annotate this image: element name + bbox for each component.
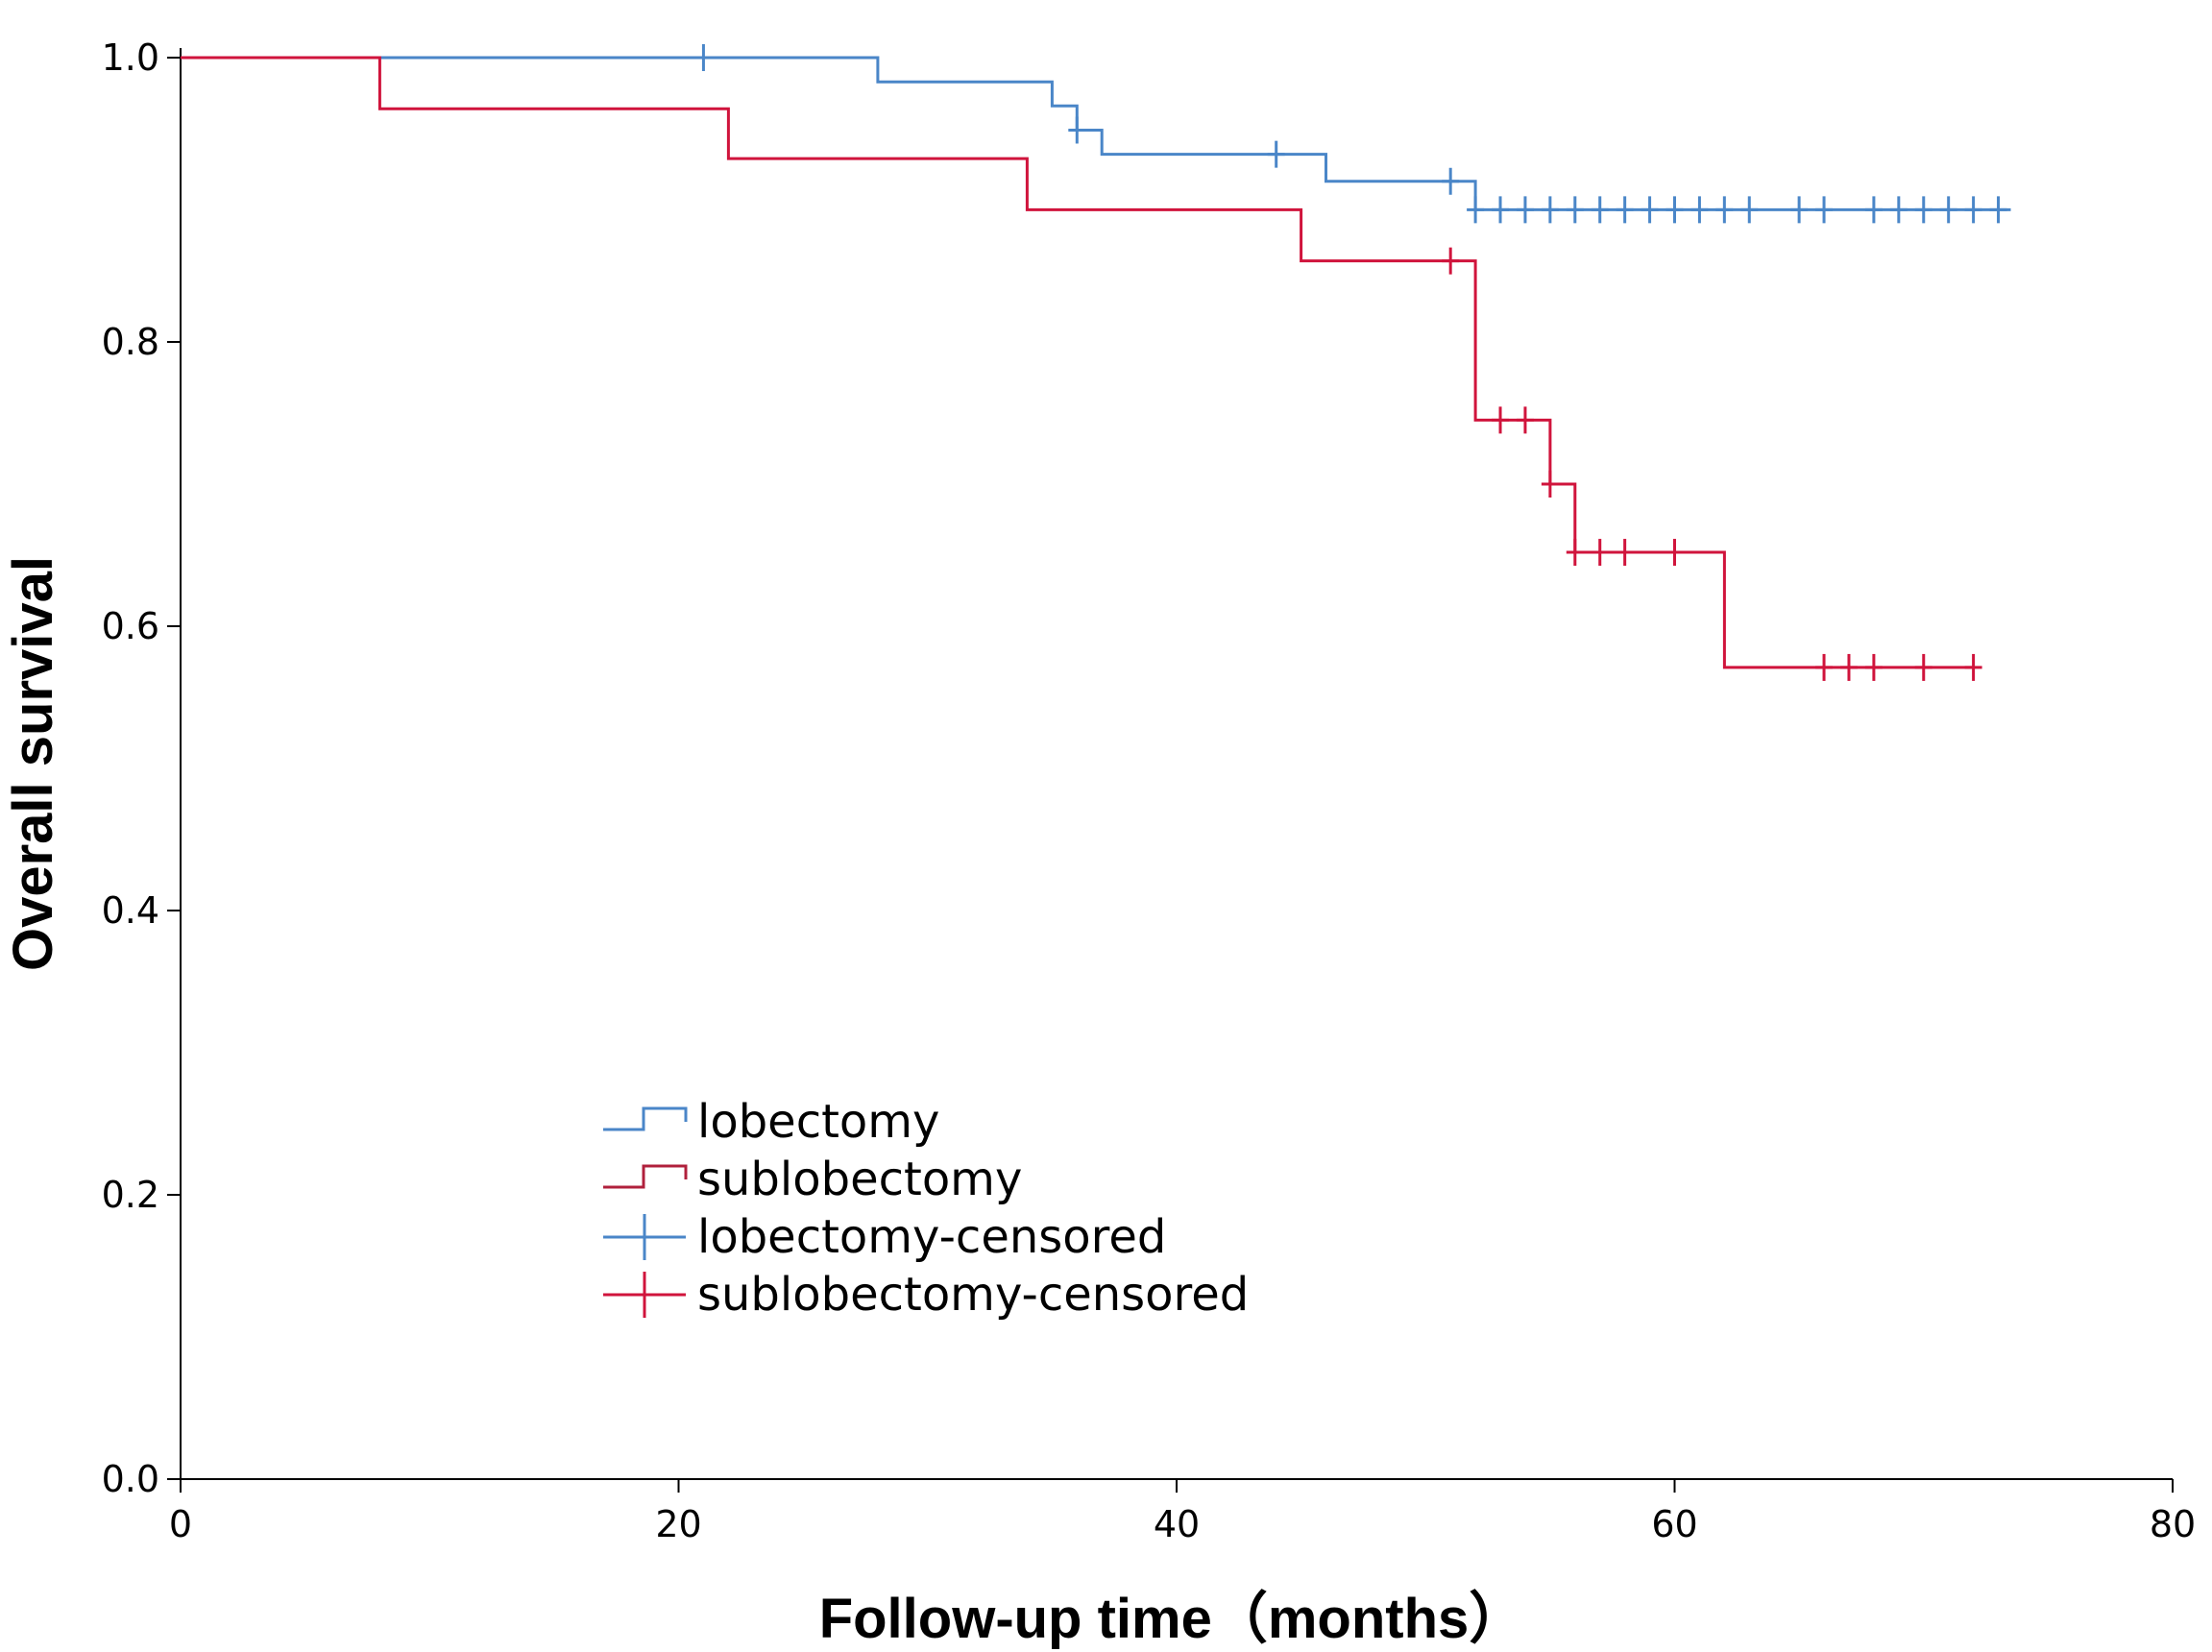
legend-label: lobectomy bbox=[697, 1095, 939, 1149]
lobectomy-censor-mark bbox=[1964, 196, 1982, 224]
lobectomy-censor-mark bbox=[1566, 196, 1584, 224]
y-tick-label: 0.4 bbox=[102, 889, 159, 932]
lobectomy-censor-mark bbox=[1864, 196, 1883, 224]
legend-label: sublobectomy bbox=[697, 1153, 1022, 1206]
sublobectomy-censor-mark bbox=[1566, 539, 1584, 567]
lobectomy-censor-mark bbox=[1914, 196, 1932, 224]
sublobectomy-censor-mark bbox=[1964, 653, 1982, 681]
y-tick-label: 0.2 bbox=[102, 1174, 159, 1216]
axes: 0.0 0.2 0.4 0.6 0.8 1.0 0 20 40 60 80 bbox=[102, 36, 2197, 1545]
x-tick-label: 20 bbox=[655, 1503, 701, 1545]
lobectomy-censor-mark bbox=[1641, 196, 1659, 224]
lobectomy-censor-mark bbox=[1790, 196, 1809, 224]
lobectomy-censor-mark bbox=[1989, 196, 2007, 224]
sublobectomy-censor-mark bbox=[1665, 539, 1684, 567]
legend-item-lobectomy: lobectomy bbox=[603, 1095, 939, 1149]
lobectomy-censor-mark bbox=[1467, 196, 1485, 224]
sublobectomy-censor-mark bbox=[1591, 539, 1609, 567]
lobectomy-censor-mark bbox=[1815, 196, 1834, 224]
lobectomy-censor-mark bbox=[1715, 196, 1734, 224]
lobectomy-censor-mark bbox=[1492, 196, 1510, 224]
sublobectomy-censor-mark bbox=[1492, 406, 1510, 434]
legend-item-sublobectomy: sublobectomy bbox=[603, 1153, 1022, 1206]
sublobectomy-censor-mark bbox=[1864, 653, 1883, 681]
plot-area bbox=[181, 44, 2011, 681]
lobectomy-censor-mark bbox=[1591, 196, 1609, 224]
lobectomy-censor-mark bbox=[1267, 140, 1285, 168]
lobectomy-censor-mark bbox=[1516, 196, 1534, 224]
legend-item-lobectomy-censored: lobectomy-censored bbox=[603, 1210, 1166, 1264]
y-tick-label: 0.0 bbox=[102, 1458, 159, 1500]
x-axis-title: Follow-up time（months） bbox=[819, 1588, 1525, 1650]
y-tick-label: 0.8 bbox=[102, 321, 159, 363]
lobectomy-censor-mark bbox=[1939, 196, 1957, 224]
lobectomy-censor-mark bbox=[1616, 196, 1634, 224]
lobectomy-censor-mark bbox=[1740, 196, 1759, 224]
y-axis-title: Overall survival bbox=[2, 556, 64, 971]
lobectomy-censor-mark bbox=[1442, 167, 1460, 195]
lobectomy-censor-mark bbox=[1889, 196, 1908, 224]
legend-label: lobectomy-censored bbox=[697, 1210, 1166, 1264]
sublobectomy-censor-mark bbox=[1815, 653, 1834, 681]
legend-step-symbol bbox=[603, 1106, 688, 1131]
legend-label: sublobectomy-censored bbox=[697, 1268, 1249, 1322]
x-tick-label: 60 bbox=[1651, 1503, 1697, 1545]
x-tick-label: 80 bbox=[2150, 1503, 2196, 1545]
sublobectomy-censor-mark bbox=[1516, 406, 1534, 434]
lobectomy-censor-mark bbox=[694, 44, 713, 71]
lobectomy-censor-mark bbox=[1690, 196, 1709, 224]
sublobectomy-censor-mark bbox=[1442, 247, 1460, 275]
legend-item-sublobectomy-censored: sublobectomy-censored bbox=[603, 1268, 1249, 1322]
sublobectomy-curve bbox=[181, 56, 1974, 669]
lobectomy-curve bbox=[181, 56, 2011, 211]
legend-step-symbol bbox=[603, 1164, 688, 1189]
sublobectomy-censor-mark bbox=[1839, 653, 1858, 681]
lobectomy-censor-mark bbox=[1665, 196, 1684, 224]
y-tick-label: 1.0 bbox=[102, 36, 159, 79]
sublobectomy-censor-mark bbox=[1914, 653, 1932, 681]
y-tick-label: 0.6 bbox=[102, 605, 159, 647]
lobectomy-censor-mark bbox=[1541, 196, 1559, 224]
sublobectomy-censor-mark bbox=[1616, 539, 1634, 567]
legend: lobectomysublobectomylobectomy-censoreds… bbox=[603, 1095, 1249, 1322]
x-tick-label: 0 bbox=[169, 1503, 192, 1545]
x-tick-label: 40 bbox=[1154, 1503, 1200, 1545]
lobectomy-censor-mark bbox=[1068, 116, 1086, 144]
sublobectomy-censor-mark bbox=[1541, 471, 1559, 498]
